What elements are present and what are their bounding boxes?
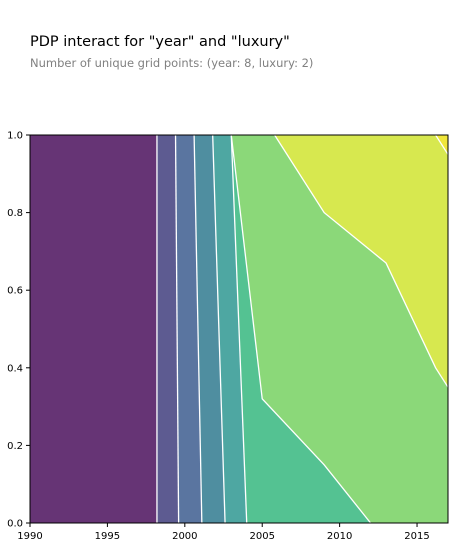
chart-subtitle: Number of unique grid points: (year: 8, … [30, 56, 314, 70]
contour-line-5 [230, 135, 372, 523]
y-tick-label: 0.8 [7, 208, 23, 219]
y-tick-label: 1.0 [7, 131, 23, 142]
x-tick-label: 2005 [249, 531, 274, 542]
x-tick-label: 1990 [17, 531, 42, 542]
contour-line-1 [174, 135, 180, 523]
contour-lines [156, 135, 448, 523]
contour-line-6 [274, 135, 448, 388]
x-tick-label: 2000 [172, 531, 197, 542]
x-tick-label: 1995 [95, 531, 120, 542]
x-tick-label: 2015 [404, 531, 429, 542]
y-tick-label: 0.6 [7, 286, 23, 297]
y-tick-label: 0.4 [7, 363, 23, 374]
y-tick-label: 0.2 [7, 441, 23, 452]
y-axis: 0.0 0.2 0.4 0.6 0.8 1.0 [7, 131, 30, 530]
x-axis: 1990 1995 2000 2005 2010 2015 [17, 523, 430, 542]
chart-title: PDP interact for "year" and "luxury" [30, 34, 290, 50]
y-tick-label: 0.0 [7, 519, 23, 530]
contour-line-3 [212, 135, 226, 523]
plot-frame [29, 134, 449, 524]
contour-region-0 [30, 135, 158, 523]
x-tick-label: 2010 [327, 531, 352, 542]
contour-line-7 [435, 135, 448, 155]
contour-line-4 [230, 135, 248, 523]
contour-line-2 [193, 135, 203, 523]
